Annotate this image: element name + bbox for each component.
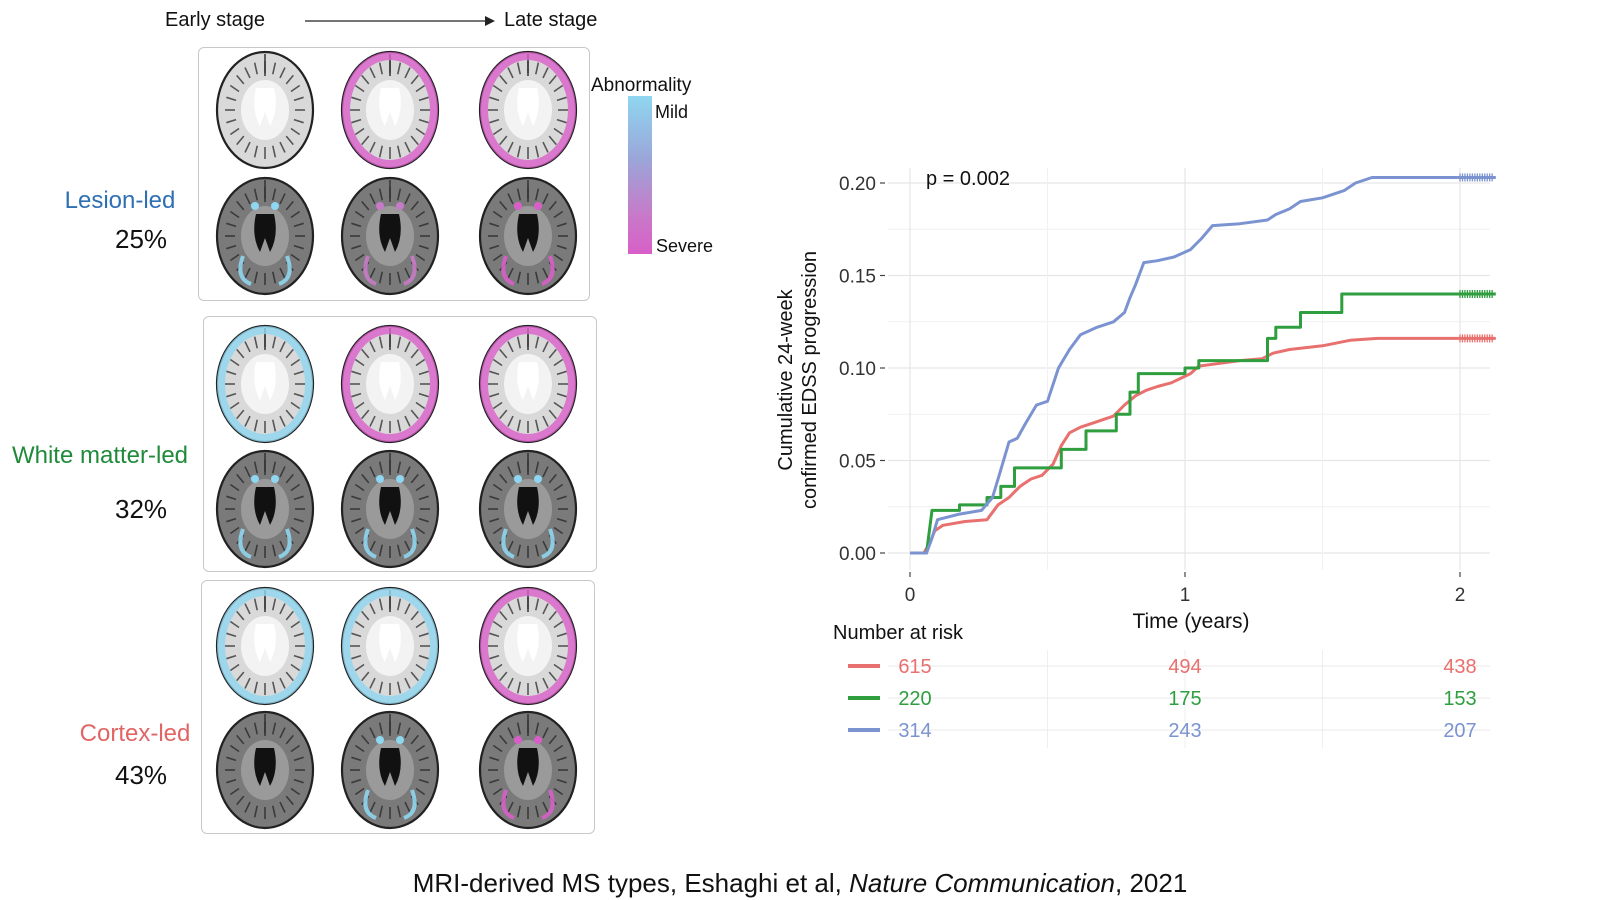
y-axis-title-line2: confirmed EDSS progression bbox=[799, 251, 821, 509]
brain-slice bbox=[215, 449, 315, 569]
caption-year: , 2021 bbox=[1115, 868, 1188, 898]
risk-value: 207 bbox=[1443, 720, 1476, 742]
y-tick-label: 0.20 bbox=[839, 174, 876, 195]
brain-slice bbox=[478, 176, 578, 296]
brain-slice bbox=[340, 324, 440, 444]
stage-arrow-icon bbox=[305, 16, 495, 26]
brain-images bbox=[215, 50, 578, 830]
risk-value: 494 bbox=[1168, 656, 1201, 678]
risk-table-grid bbox=[888, 650, 1490, 748]
brain-slice bbox=[215, 324, 315, 444]
km-chart: 0.00 0.05 0.10 0.15 0.20 0 1 2 Time (years) Cumul… bbox=[775, 168, 1496, 748]
p-value-annotation: p = 0.002 bbox=[926, 168, 1010, 190]
y-tick-label: 0.00 bbox=[839, 544, 876, 565]
km-series-line-3 bbox=[910, 176, 1496, 555]
brain-slice bbox=[478, 586, 578, 706]
y-tick-label: 0.10 bbox=[839, 359, 876, 380]
risk-value: 615 bbox=[898, 656, 931, 678]
y-tick-label: 0.15 bbox=[839, 267, 876, 288]
brain-slice bbox=[340, 449, 440, 569]
subtype-white-matter-led-percent: 32% bbox=[115, 494, 168, 524]
abnormality-severe-label: Severe bbox=[656, 236, 714, 256]
brain-slice bbox=[340, 50, 440, 170]
subtype-cortex-led-percent: 43% bbox=[115, 760, 168, 790]
brain-slice bbox=[478, 710, 578, 830]
risk-value: 314 bbox=[898, 720, 931, 742]
subtype-white-matter-led-label: White matter-led bbox=[11, 442, 189, 469]
risk-value: 438 bbox=[1443, 656, 1476, 678]
brain-slice bbox=[478, 324, 578, 444]
km-series-line-1 bbox=[910, 336, 1496, 555]
abnormality-colorbar bbox=[628, 96, 652, 254]
risk-value: 243 bbox=[1168, 720, 1201, 742]
early-stage-label: Early stage bbox=[165, 9, 266, 31]
x-axis-title: Time (years) bbox=[1132, 610, 1249, 633]
figure-caption: MRI-derived MS types, Eshaghi et al, Nat… bbox=[0, 868, 1600, 899]
y-axis-title-line1: Cumulative 24-week bbox=[775, 288, 797, 470]
brain-slice bbox=[340, 176, 440, 296]
risk-table-title: Number at risk bbox=[833, 622, 964, 644]
risk-value: 153 bbox=[1443, 688, 1476, 710]
y-axis-title: Cumulative 24-week confirmed EDSS progres… bbox=[775, 251, 821, 509]
brain-slice bbox=[215, 586, 315, 706]
caption-text: MRI-derived MS types, Eshaghi et al, bbox=[412, 868, 850, 898]
brain-slice bbox=[215, 710, 315, 830]
caption-journal: Nature Communication bbox=[849, 868, 1115, 898]
abnormality-legend-title: Abnormality bbox=[591, 75, 692, 96]
risk-value: 175 bbox=[1168, 688, 1201, 710]
risk-value: 220 bbox=[898, 688, 931, 710]
brain-slice bbox=[215, 176, 315, 296]
brain-slice bbox=[478, 50, 578, 170]
brain-slice bbox=[478, 449, 578, 569]
subtype-lesion-led-label: Lesion-led bbox=[64, 187, 176, 214]
y-tick-label: 0.05 bbox=[839, 452, 876, 473]
subtype-cortex-led-label: Cortex-led bbox=[79, 720, 191, 747]
x-tick-label: 0 bbox=[905, 585, 916, 606]
x-tick-label: 2 bbox=[1455, 585, 1466, 606]
abnormality-mild-label: Mild bbox=[655, 102, 689, 122]
x-tick-label: 1 bbox=[1180, 585, 1191, 606]
brain-slice bbox=[340, 586, 440, 706]
km-series-line-2 bbox=[910, 292, 1496, 555]
brain-slice bbox=[340, 710, 440, 830]
subtype-lesion-led-percent: 25% bbox=[115, 224, 168, 254]
brain-slice bbox=[215, 50, 315, 170]
late-stage-label: Late stage bbox=[504, 9, 598, 31]
